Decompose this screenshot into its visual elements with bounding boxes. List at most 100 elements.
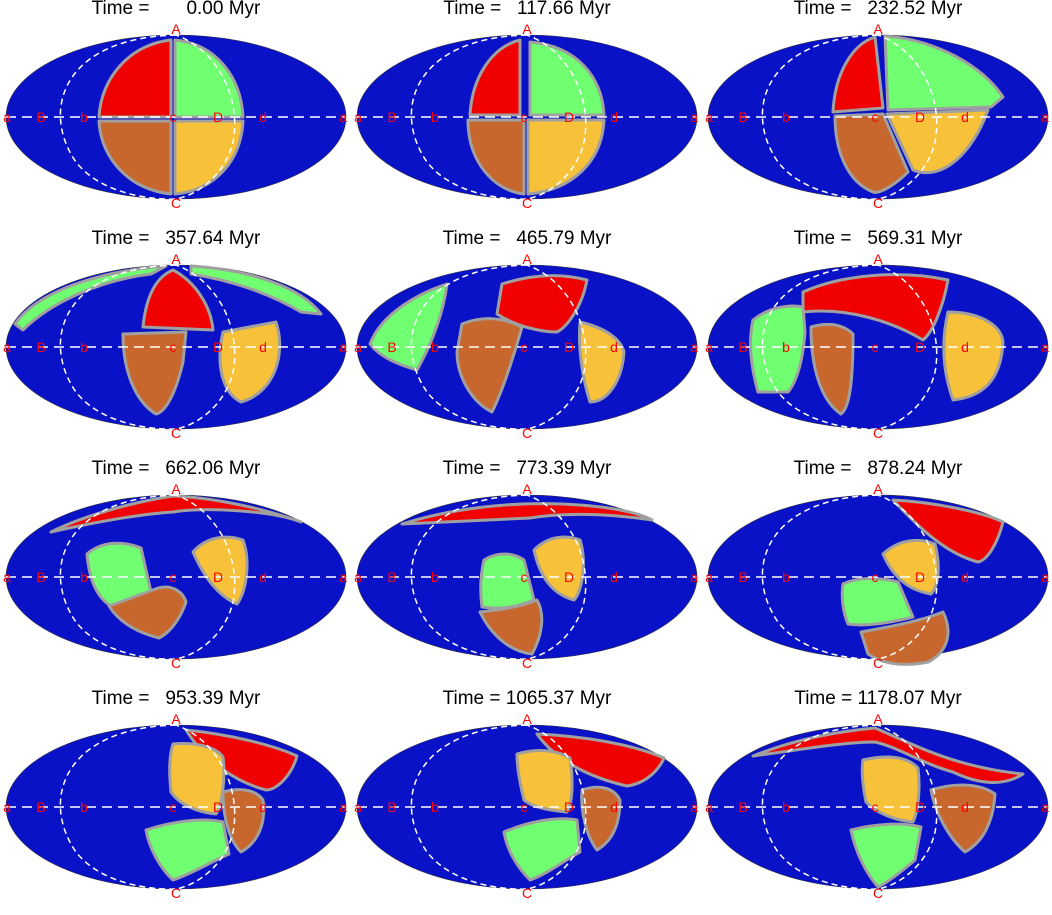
- meridian-curve: [410, 34, 587, 200]
- label-c: c: [521, 799, 528, 815]
- label-a-east: a: [690, 339, 698, 355]
- panel-time-label: Time = 232.52 Myr: [793, 0, 963, 19]
- red-region: [400, 502, 654, 526]
- label-D: D: [915, 799, 925, 815]
- label-d: d: [259, 339, 267, 355]
- brown-region: [478, 598, 544, 656]
- label-b: b: [431, 109, 439, 125]
- panel-time-label: Time = 465.79 Myr: [442, 228, 612, 249]
- brown-region: [455, 317, 524, 414]
- green-region: [502, 817, 582, 882]
- label-C: C: [522, 655, 532, 671]
- label-D: D: [564, 799, 574, 815]
- brown-region: [833, 112, 910, 194]
- label-B: B: [387, 569, 396, 585]
- green-region: [749, 304, 807, 394]
- red-region: [97, 38, 173, 119]
- label-D: D: [564, 109, 574, 125]
- label-a-west: a: [705, 799, 713, 815]
- label-C: C: [522, 425, 532, 441]
- label-c: c: [872, 109, 879, 125]
- label-D: D: [915, 109, 925, 125]
- label-c: c: [170, 569, 177, 585]
- guide-lines: [6, 264, 346, 430]
- guide-lines: [708, 724, 1048, 890]
- yellow-region: [168, 742, 226, 816]
- label-d: d: [961, 799, 969, 815]
- label-a-east: a: [690, 799, 698, 815]
- yellow-region: [860, 755, 921, 824]
- label-A: A: [522, 711, 532, 727]
- guide-lines: [357, 494, 697, 660]
- label-C: C: [873, 655, 883, 671]
- label-b: b: [782, 339, 790, 355]
- label-a-west: a: [3, 109, 11, 125]
- label-D: D: [915, 339, 925, 355]
- label-c: c: [170, 109, 177, 125]
- label-A: A: [873, 251, 883, 267]
- green-region: [883, 34, 1005, 112]
- panel-time-label: Time = 0.00 Myr: [91, 0, 261, 19]
- label-a-west: a: [3, 339, 11, 355]
- label-B: B: [387, 339, 396, 355]
- yellow-region: [218, 320, 282, 404]
- label-a-west: a: [705, 109, 713, 125]
- label-b: b: [782, 109, 790, 125]
- brown-region: [580, 785, 622, 852]
- label-a-west: a: [3, 569, 11, 585]
- label-C: C: [522, 885, 532, 901]
- brown-region: [466, 118, 526, 196]
- label-a-west: a: [354, 799, 362, 815]
- label-B: B: [36, 339, 45, 355]
- label-a-east: a: [339, 799, 347, 815]
- green-region: [13, 264, 168, 332]
- label-D: D: [213, 569, 223, 585]
- label-d: d: [961, 339, 969, 355]
- label-d: d: [961, 109, 969, 125]
- label-D: D: [213, 339, 223, 355]
- label-b: b: [431, 569, 439, 585]
- regions: [97, 38, 245, 196]
- brown-region: [859, 610, 950, 666]
- label-a-east: a: [339, 109, 347, 125]
- label-C: C: [522, 195, 532, 211]
- yellow-region: [881, 538, 940, 596]
- label-a-west: a: [705, 339, 713, 355]
- label-c: c: [872, 569, 879, 585]
- label-B: B: [36, 569, 45, 585]
- label-d: d: [610, 799, 618, 815]
- yellow-region: [191, 535, 249, 606]
- panel-time-label: Time = 953.39 Myr: [91, 688, 261, 709]
- red-region: [801, 273, 950, 342]
- label-a-east: a: [690, 569, 698, 585]
- meridian-curve: [59, 34, 236, 200]
- brown-region: [107, 585, 188, 640]
- label-C: C: [171, 885, 181, 901]
- green-region: [173, 38, 245, 119]
- yellow-region: [885, 108, 990, 175]
- guide-lines: [357, 34, 697, 200]
- label-D: D: [564, 569, 574, 585]
- panel-time-label: Time = 1178.07 Myr: [794, 688, 962, 709]
- label-C: C: [873, 425, 883, 441]
- green-region: [144, 818, 231, 882]
- meridian-curve: [59, 494, 236, 660]
